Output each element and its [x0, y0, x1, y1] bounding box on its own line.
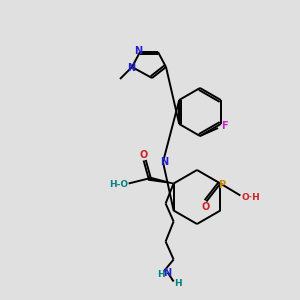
- Text: O: O: [201, 202, 209, 212]
- Polygon shape: [148, 177, 174, 184]
- Text: N: N: [160, 157, 168, 167]
- Text: N: N: [134, 46, 142, 56]
- Text: O·H: O·H: [241, 193, 260, 202]
- Text: O: O: [140, 149, 148, 160]
- Text: N: N: [164, 268, 172, 278]
- Text: H: H: [174, 279, 182, 288]
- Text: H: H: [157, 270, 164, 279]
- Text: N: N: [127, 63, 135, 73]
- Text: H-O: H-O: [109, 180, 128, 189]
- Text: P: P: [218, 179, 225, 190]
- Text: F: F: [221, 121, 227, 131]
